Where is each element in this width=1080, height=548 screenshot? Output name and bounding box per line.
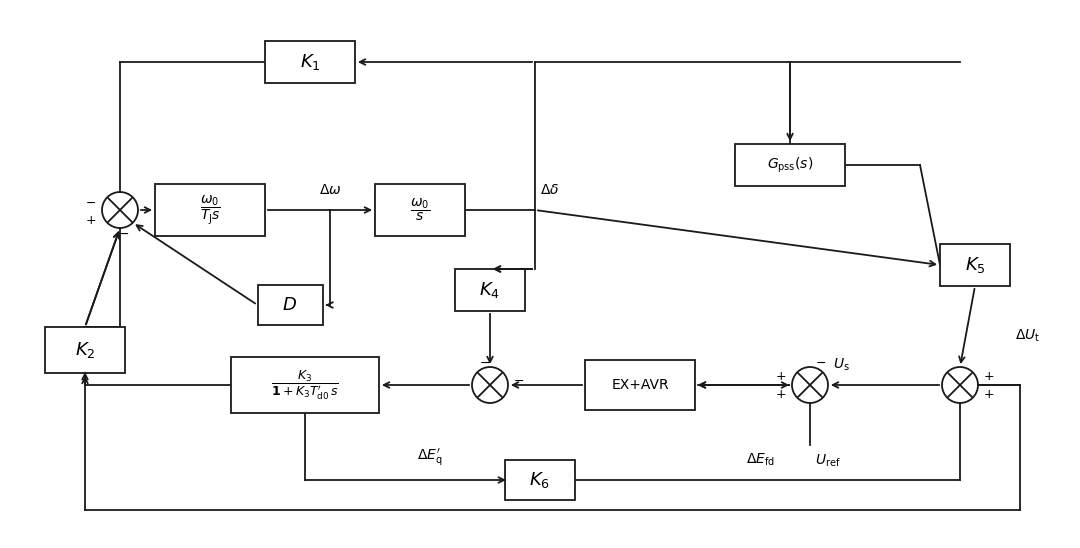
Text: $D$: $D$ <box>283 296 297 314</box>
Bar <box>585 360 696 410</box>
Text: $-$: $-$ <box>119 226 130 239</box>
Text: $\Delta\omega$: $\Delta\omega$ <box>319 183 341 197</box>
Bar <box>156 184 265 236</box>
Bar <box>375 184 465 236</box>
Text: $\dfrac{\omega_0}{T_{\mathrm{J}}s}$: $\dfrac{\omega_0}{T_{\mathrm{J}}s}$ <box>200 193 220 226</box>
Text: $+$: $+$ <box>983 370 995 384</box>
Text: $+$: $+$ <box>774 389 786 402</box>
Text: $\Delta E_{\mathrm{fd}}$: $\Delta E_{\mathrm{fd}}$ <box>745 452 774 468</box>
Text: $+$: $+$ <box>983 389 995 402</box>
Text: $-$: $-$ <box>480 356 490 368</box>
Text: EX+AVR: EX+AVR <box>611 378 669 392</box>
Text: $K_5$: $K_5$ <box>964 255 985 275</box>
Bar <box>257 285 323 325</box>
Text: $K_6$: $K_6$ <box>529 470 551 490</box>
Text: $U_{\mathrm{ref}}$: $U_{\mathrm{ref}}$ <box>815 453 840 470</box>
Bar <box>231 357 379 413</box>
Text: $-$: $-$ <box>513 374 524 386</box>
Text: $\dfrac{K_3}{\mathbf{1}+K_3 T_{\mathrm{d0}}^{\prime}\,s}$: $\dfrac{K_3}{\mathbf{1}+K_3 T_{\mathrm{d… <box>271 368 339 402</box>
Text: $\Delta U_{\mathrm{t}}$: $\Delta U_{\mathrm{t}}$ <box>1015 327 1040 344</box>
Bar <box>45 327 125 373</box>
Text: $\Delta\delta$: $\Delta\delta$ <box>540 183 559 197</box>
Text: $\Delta E_{\mathrm{q}}^{\prime}$: $\Delta E_{\mathrm{q}}^{\prime}$ <box>417 447 443 468</box>
Text: $-$: $-$ <box>815 356 826 368</box>
Bar <box>505 460 575 500</box>
Text: $K_4$: $K_4$ <box>480 280 500 300</box>
Text: $U_{\mathrm{s}}$: $U_{\mathrm{s}}$ <box>833 357 850 373</box>
Text: $\dfrac{\omega_0}{s}$: $\dfrac{\omega_0}{s}$ <box>410 197 430 224</box>
Bar <box>735 144 845 186</box>
Text: $K_2$: $K_2$ <box>75 340 95 360</box>
Text: $G_{\mathrm{pss}}(s)$: $G_{\mathrm{pss}}(s)$ <box>767 155 813 175</box>
Bar <box>940 244 1010 286</box>
Text: $-$: $-$ <box>85 196 96 208</box>
Text: $+$: $+$ <box>84 214 96 226</box>
Bar <box>265 41 355 83</box>
Bar <box>455 269 525 311</box>
Text: $+$: $+$ <box>774 370 786 384</box>
Text: $K_1$: $K_1$ <box>299 52 321 72</box>
